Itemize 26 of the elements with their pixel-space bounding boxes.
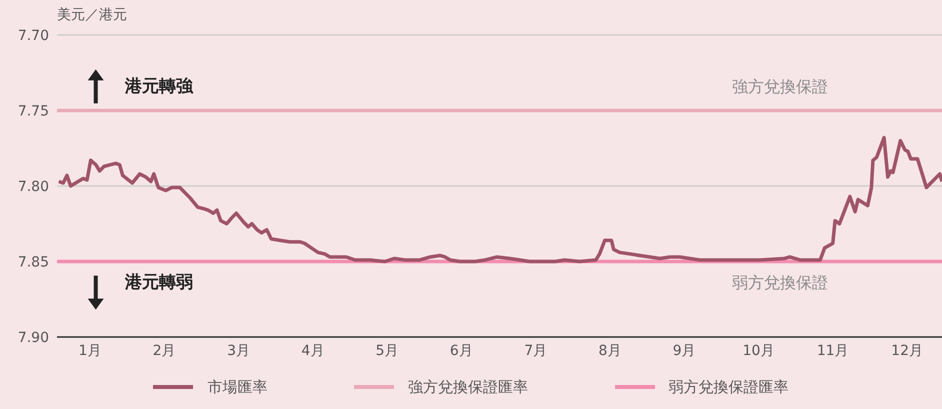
- x-tick-label: 1月: [78, 342, 102, 359]
- x-tick-label: 7月: [524, 342, 548, 359]
- legend-label: 市場匯率: [207, 378, 268, 396]
- y-axis-title: 美元／港元: [57, 6, 127, 24]
- annotation: 強方兌換保證: [732, 76, 828, 96]
- annotation: 弱方兌換保證: [732, 273, 828, 292]
- x-tick-label: 6月: [450, 342, 473, 359]
- line-series: [57, 136, 942, 264]
- legend-label: 強方兌換保證匯率: [408, 378, 528, 396]
- x-tick-label: 8月: [598, 342, 622, 359]
- annotation: 港元轉強: [124, 76, 194, 96]
- x-tick-label: 3月: [227, 342, 250, 359]
- x-tick-label: 2月: [152, 342, 176, 359]
- x-tick-label: 10月: [742, 342, 774, 359]
- x-tick-label: 11月: [816, 342, 849, 359]
- x-tick-label: 12月: [891, 342, 923, 359]
- y-tick-label: 7.90: [18, 330, 49, 346]
- y-tick-label: 7.80: [18, 178, 49, 195]
- x-tick-label: 4月: [301, 342, 324, 359]
- legend-label: 弱方兌換保證匯率: [668, 378, 789, 396]
- x-tick-label: 5月: [376, 342, 399, 359]
- y-tick-label: 7.85: [18, 254, 49, 270]
- y-tick-label: 7.75: [18, 103, 49, 120]
- y-tick-label: 7.70: [18, 28, 49, 44]
- annotation: 港元轉弱: [124, 272, 193, 293]
- x-tick-label: 9月: [672, 342, 696, 359]
